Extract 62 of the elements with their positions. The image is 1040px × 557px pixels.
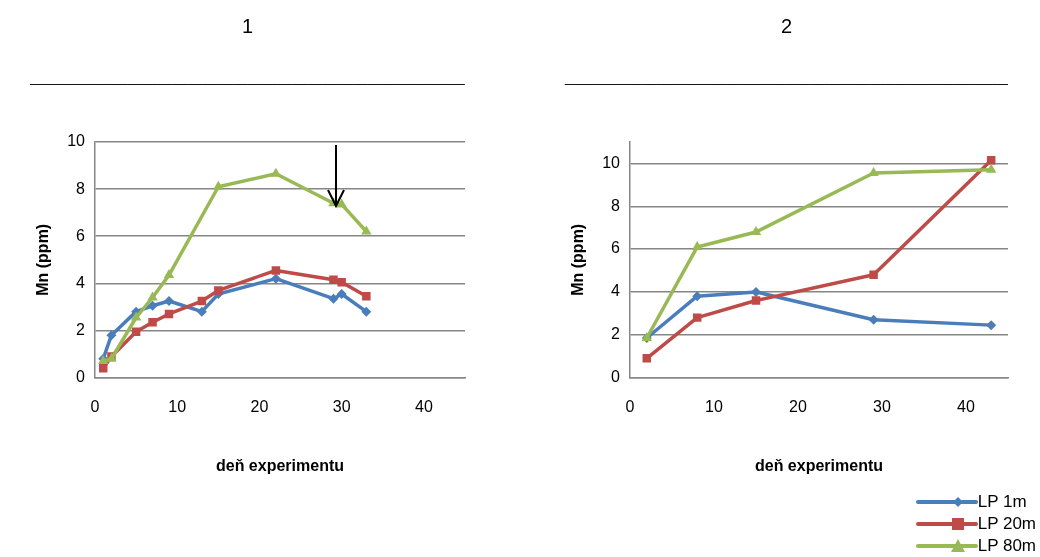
x-axis-title: deň experimentu xyxy=(754,456,884,474)
point xyxy=(329,275,338,285)
point xyxy=(106,330,117,341)
y-tick-label: 10 xyxy=(67,132,86,150)
y-tick-label: 4 xyxy=(611,282,621,300)
point xyxy=(147,300,158,311)
point xyxy=(361,225,372,235)
point xyxy=(270,273,281,284)
y-tick-label: 10 xyxy=(602,153,621,171)
chart-subtitle: __________________________________________________________ xyxy=(564,68,1009,86)
y-axis-title: Mn (ppm) xyxy=(569,223,587,296)
legend-label: LP 80m xyxy=(977,535,1036,557)
point xyxy=(163,269,175,279)
point xyxy=(869,270,878,280)
y-tick-label: 4 xyxy=(76,273,86,291)
point xyxy=(130,311,142,321)
point xyxy=(361,306,372,317)
point xyxy=(196,306,207,317)
y-tick-label: 0 xyxy=(76,368,86,386)
x-tick-label: 0 xyxy=(90,397,100,415)
point xyxy=(692,291,703,302)
x-axis-title: deň experimentu xyxy=(215,456,345,474)
point xyxy=(868,314,879,325)
point xyxy=(213,180,224,190)
x-tick-label: 0 xyxy=(625,397,635,415)
point xyxy=(148,317,157,327)
point xyxy=(986,320,997,331)
point xyxy=(362,292,371,301)
y-tick-label: 8 xyxy=(611,196,621,214)
point xyxy=(336,288,347,299)
point xyxy=(986,163,997,173)
point xyxy=(164,296,174,307)
chart-title: 1 xyxy=(241,14,254,37)
point xyxy=(271,266,281,275)
y-tick-label: 0 xyxy=(611,368,621,386)
y-tick-label: 6 xyxy=(76,226,86,244)
point xyxy=(131,327,141,336)
point xyxy=(328,293,339,304)
y-axis-title: Mn (ppm) xyxy=(34,223,52,296)
point xyxy=(751,286,761,297)
legend-label: LP 1m xyxy=(977,491,1027,513)
y-tick-label: 2 xyxy=(611,325,621,343)
x-tick-label: 30 xyxy=(332,397,351,415)
point xyxy=(692,313,702,322)
chart-title: 2 xyxy=(780,14,793,37)
y-tick-label: 8 xyxy=(76,179,86,197)
x-tick-label: 30 xyxy=(873,397,891,415)
x-tick-label: 10 xyxy=(168,397,187,415)
point xyxy=(692,240,703,250)
point xyxy=(642,354,652,363)
x-tick-label: 20 xyxy=(789,397,807,415)
point xyxy=(337,277,346,287)
y-tick-label: 6 xyxy=(611,239,621,257)
y-tick-label: 2 xyxy=(76,320,86,338)
point xyxy=(751,296,761,305)
point xyxy=(214,286,223,295)
x-tick-label: 40 xyxy=(957,397,975,415)
chart-subtitle: __________________________________________________________ xyxy=(29,68,466,86)
x-tick-label: 10 xyxy=(705,397,723,415)
x-tick-label: 40 xyxy=(414,397,433,415)
legend-label: LP 20m xyxy=(977,513,1036,535)
x-tick-label: 20 xyxy=(250,397,269,415)
